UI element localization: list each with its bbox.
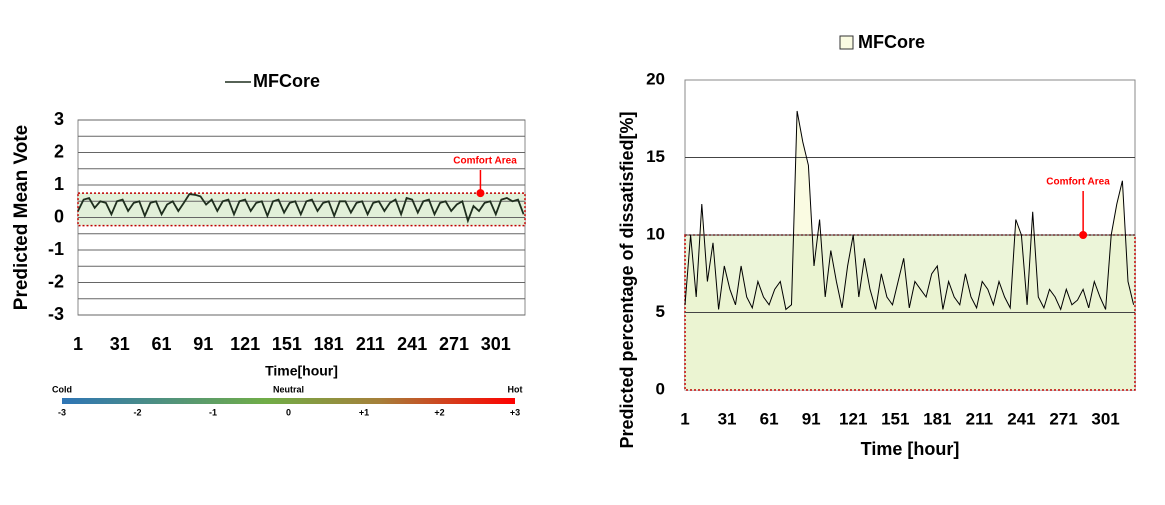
y-tick-label: 2 xyxy=(54,141,64,161)
x-axis-label: Time [hour] xyxy=(861,439,960,459)
colorbar-tick-label: +2 xyxy=(434,407,444,417)
colorbar-label: Hot xyxy=(508,384,523,394)
x-tick-label: 31 xyxy=(110,334,130,354)
x-tick-label: 61 xyxy=(152,334,172,354)
x-tick-label: 31 xyxy=(718,409,737,428)
data-line xyxy=(684,110,1135,311)
y-axis-label: Predicted Mean Vote xyxy=(11,125,32,310)
y-tick-label: -2 xyxy=(48,271,64,291)
colorbar-tick-label: -1 xyxy=(209,407,217,417)
data-line xyxy=(77,193,525,224)
x-tick-label: 151 xyxy=(272,334,302,354)
annotation: Comfort Area xyxy=(453,156,517,167)
y-axis-label: Predicted percentage of dissatisfied[%] xyxy=(617,111,637,448)
x-tick-label: 121 xyxy=(230,334,260,354)
y-tick-label: 5 xyxy=(656,302,665,321)
y-tick-label: 15 xyxy=(646,147,665,166)
x-tick-label: 241 xyxy=(1007,409,1035,428)
y-tick-label: 0 xyxy=(54,206,64,226)
y-tick-label: 1 xyxy=(54,174,64,194)
x-tick-label: 301 xyxy=(1091,409,1119,428)
y-tick-label: 0 xyxy=(656,379,665,398)
x-tick-label: 91 xyxy=(193,334,213,354)
y-tick-label: 3 xyxy=(54,109,64,129)
x-tick-label: 1 xyxy=(73,334,83,354)
y-tick-label: -1 xyxy=(48,239,64,259)
colorbar-tick-label: -2 xyxy=(133,407,141,417)
colorbar-tick-label: +3 xyxy=(510,407,520,417)
x-tick-label: 211 xyxy=(966,409,993,428)
x-tick-label: 181 xyxy=(923,409,951,428)
x-tick-label: 121 xyxy=(839,409,867,428)
legend-label: MFCore xyxy=(253,71,320,91)
x-tick-label: 241 xyxy=(397,334,427,354)
comfort-area xyxy=(77,192,526,227)
annotation-point xyxy=(476,189,485,198)
x-tick-label: 211 xyxy=(356,334,385,354)
legend-label: MFCore xyxy=(858,32,925,52)
colorbar-label: Cold xyxy=(52,384,72,394)
colorbar-label: Neutral xyxy=(273,384,304,394)
x-tick-label: 1 xyxy=(680,409,689,428)
x-tick-label: 151 xyxy=(881,409,909,428)
colorbar-tick-label: 0 xyxy=(286,407,291,417)
colorbar xyxy=(62,398,515,404)
x-tick-label: 271 xyxy=(1049,409,1077,428)
annotation-point xyxy=(1079,231,1088,239)
x-tick-label: 61 xyxy=(760,409,779,428)
y-tick-label: 20 xyxy=(646,69,665,88)
x-tick-label: 301 xyxy=(481,334,511,354)
colorbar-tick-label: +1 xyxy=(359,407,369,417)
y-tick-label: 10 xyxy=(646,224,665,243)
y-tick-label: -3 xyxy=(48,304,64,324)
x-tick-label: 271 xyxy=(439,334,469,354)
x-tick-label: 181 xyxy=(314,334,344,354)
x-tick-label: 91 xyxy=(802,409,821,428)
x-axis-label: Time[hour] xyxy=(265,363,338,379)
colorbar-tick-label: -3 xyxy=(58,407,66,417)
legend-swatch xyxy=(839,35,854,50)
annotation: Comfort Area xyxy=(1046,177,1110,188)
